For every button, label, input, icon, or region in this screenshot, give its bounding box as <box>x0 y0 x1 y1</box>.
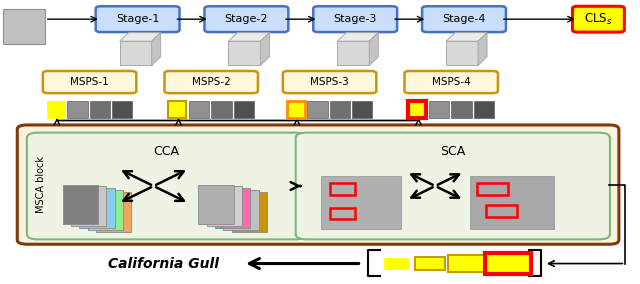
FancyBboxPatch shape <box>164 71 258 93</box>
Text: $\mathrm{CLS}_s$: $\mathrm{CLS}_s$ <box>584 12 612 27</box>
FancyBboxPatch shape <box>228 41 260 65</box>
FancyBboxPatch shape <box>112 101 132 118</box>
FancyBboxPatch shape <box>283 71 376 93</box>
FancyBboxPatch shape <box>3 9 45 44</box>
Text: SCA: SCA <box>440 145 465 158</box>
FancyBboxPatch shape <box>384 258 408 269</box>
FancyBboxPatch shape <box>470 176 554 229</box>
FancyBboxPatch shape <box>79 188 115 228</box>
FancyBboxPatch shape <box>446 41 478 65</box>
FancyBboxPatch shape <box>330 101 350 118</box>
Text: MSPS-3: MSPS-3 <box>310 77 349 87</box>
FancyBboxPatch shape <box>120 41 152 65</box>
FancyBboxPatch shape <box>96 192 131 232</box>
FancyBboxPatch shape <box>27 133 306 239</box>
FancyBboxPatch shape <box>96 6 179 32</box>
FancyBboxPatch shape <box>485 253 531 274</box>
FancyBboxPatch shape <box>211 101 232 118</box>
FancyBboxPatch shape <box>63 185 98 224</box>
FancyBboxPatch shape <box>168 101 186 118</box>
FancyBboxPatch shape <box>474 101 494 118</box>
Text: MSPS-1: MSPS-1 <box>70 77 109 87</box>
Polygon shape <box>446 33 487 41</box>
FancyBboxPatch shape <box>307 101 328 118</box>
Polygon shape <box>369 33 378 65</box>
FancyBboxPatch shape <box>234 101 254 118</box>
FancyBboxPatch shape <box>198 185 234 224</box>
FancyBboxPatch shape <box>215 188 250 228</box>
FancyBboxPatch shape <box>47 101 65 118</box>
FancyBboxPatch shape <box>408 101 426 118</box>
Text: MSCA block: MSCA block <box>36 156 46 213</box>
Text: California Gull: California Gull <box>108 256 219 271</box>
FancyBboxPatch shape <box>352 101 372 118</box>
Text: Stage-3: Stage-3 <box>333 14 377 24</box>
FancyBboxPatch shape <box>205 6 288 32</box>
FancyBboxPatch shape <box>71 186 106 226</box>
FancyBboxPatch shape <box>232 192 267 232</box>
Text: MSPS-4: MSPS-4 <box>432 77 470 87</box>
Text: Stage-4: Stage-4 <box>442 14 486 24</box>
FancyBboxPatch shape <box>415 257 445 270</box>
FancyBboxPatch shape <box>88 190 123 230</box>
FancyBboxPatch shape <box>43 71 136 93</box>
FancyBboxPatch shape <box>67 101 88 118</box>
Polygon shape <box>228 33 269 41</box>
FancyBboxPatch shape <box>429 101 449 118</box>
FancyBboxPatch shape <box>207 186 242 226</box>
Text: Stage-1: Stage-1 <box>116 14 159 24</box>
FancyBboxPatch shape <box>404 71 498 93</box>
FancyBboxPatch shape <box>573 6 625 32</box>
FancyBboxPatch shape <box>337 41 369 65</box>
FancyBboxPatch shape <box>321 176 401 229</box>
FancyBboxPatch shape <box>287 101 305 118</box>
Text: Stage-2: Stage-2 <box>225 14 268 24</box>
FancyBboxPatch shape <box>448 255 486 272</box>
Text: CCA: CCA <box>154 145 179 158</box>
Polygon shape <box>260 33 269 65</box>
Text: MSPS-2: MSPS-2 <box>192 77 230 87</box>
FancyBboxPatch shape <box>189 101 209 118</box>
FancyBboxPatch shape <box>451 101 472 118</box>
Polygon shape <box>120 33 161 41</box>
FancyBboxPatch shape <box>223 190 259 230</box>
FancyBboxPatch shape <box>314 6 397 32</box>
FancyBboxPatch shape <box>296 133 610 239</box>
FancyBboxPatch shape <box>17 125 619 244</box>
Polygon shape <box>478 33 487 65</box>
FancyBboxPatch shape <box>422 6 506 32</box>
Polygon shape <box>152 33 161 65</box>
Polygon shape <box>337 33 378 41</box>
FancyBboxPatch shape <box>90 101 110 118</box>
